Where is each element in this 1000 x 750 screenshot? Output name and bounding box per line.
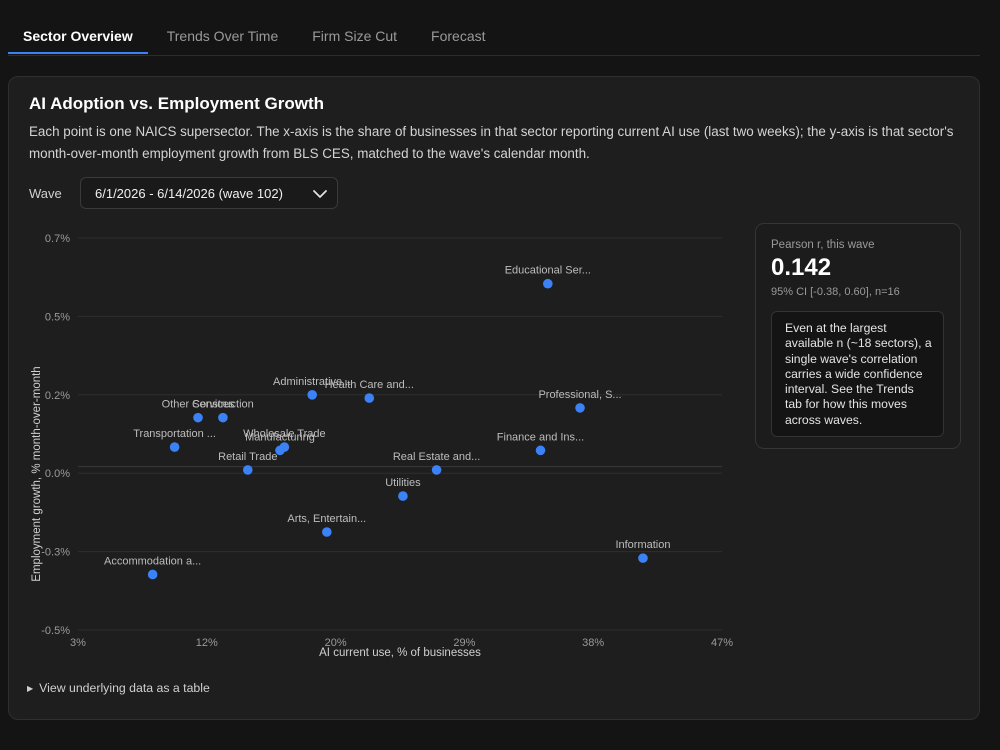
- y-tick-label: -0.5%: [41, 625, 70, 637]
- x-axis-title: AI current use, % of businesses: [319, 647, 481, 659]
- data-point: [543, 278, 553, 289]
- data-point-label: Information: [615, 539, 670, 551]
- data-point: [575, 403, 585, 413]
- data-point-label: Arts, Entertain...: [287, 513, 366, 525]
- tab-firm-size-cut[interactable]: Firm Size Cut: [312, 28, 398, 44]
- data-point-label: Health Care and...: [325, 379, 414, 391]
- data-point-label: Manufacturing: [245, 431, 315, 443]
- triangle-right-icon: ▶: [27, 684, 34, 693]
- data-point: [242, 465, 253, 475]
- data-point: [431, 465, 442, 475]
- y-tick-label: 0.7%: [45, 233, 70, 245]
- x-tick-label: 29%: [453, 637, 475, 649]
- tab-forecast[interactable]: Forecast: [431, 28, 486, 44]
- wave-selected-value: 6/1/2026 - 6/14/2026 (wave 102): [95, 186, 283, 201]
- card-title: AI Adoption vs. Employment Growth: [29, 94, 324, 113]
- data-point-label: Construction: [192, 399, 254, 411]
- correlation-value: 0.142: [771, 254, 832, 281]
- data-point: [364, 393, 375, 403]
- x-tick-label: 38%: [582, 637, 604, 649]
- x-tick-label: 47%: [711, 637, 733, 649]
- data-point-label: Professional, S...: [538, 389, 621, 401]
- card-description: Each point is one NAICS supersector. The…: [29, 124, 954, 161]
- wave-label: Wave: [29, 186, 62, 201]
- chart-card: AI Adoption vs. Employment Growth Each p…: [8, 76, 980, 720]
- tab-bar: Sector Overview Trends Over Time Firm Si…: [8, 18, 980, 56]
- y-tick-label: 0.5%: [45, 311, 70, 323]
- tab-sector-overview[interactable]: Sector Overview: [8, 18, 148, 54]
- data-point-label: Finance and Ins...: [497, 431, 584, 443]
- data-point: [169, 442, 180, 452]
- data-point-label: Other Services: [162, 399, 235, 411]
- y-tick-label: -0.3%: [41, 547, 70, 559]
- data-point-label: Accommodation a...: [104, 555, 201, 567]
- data-point: [398, 491, 408, 501]
- correlation-label: Pearson r, this wave: [771, 239, 875, 251]
- data-point: [638, 553, 648, 563]
- data-point-label: Utilities: [385, 477, 421, 489]
- data-point: [322, 527, 332, 537]
- y-tick-label: 0.2%: [45, 390, 70, 402]
- correlation-panel: Pearson r, this wave 0.142 95% CI [-0.38…: [755, 223, 961, 449]
- chevron-down-icon: [313, 190, 327, 198]
- data-point-label: Retail Trade: [218, 451, 277, 463]
- data-point: [147, 569, 158, 580]
- y-tick-label: 0.0%: [45, 468, 70, 480]
- data-point-label: Wholesale Trade: [243, 428, 326, 440]
- x-tick-label: 12%: [196, 637, 218, 649]
- data-point-label: Real Estate and...: [393, 451, 480, 463]
- data-point: [275, 445, 285, 456]
- view-table-toggle[interactable]: ▶ View underlying data as a table: [27, 681, 210, 695]
- x-tick-label: 3%: [70, 637, 86, 649]
- data-point: [218, 412, 228, 423]
- data-point: [193, 412, 203, 423]
- wave-select[interactable]: 6/1/2026 - 6/14/2026 (wave 102): [80, 177, 338, 209]
- view-table-label: View underlying data as a table: [39, 681, 210, 695]
- y-axis-title: Employment growth, % month-over-month: [31, 366, 43, 581]
- scatter-chart: 0.7% 0.5% 0.2% 0.0% -0.3% -0.5%3% 12% 20% 29% 38%…: [31, 233, 733, 659]
- data-point: [307, 390, 317, 400]
- tab-trends-over-time[interactable]: Trends Over Time: [166, 28, 279, 44]
- data-point-label: Educational Ser...: [505, 265, 591, 277]
- data-point-label: Transportation ...: [133, 428, 216, 440]
- data-point-label: Administrative...: [273, 376, 351, 388]
- correlation-note: Even at the largest available n (~18 sec…: [771, 311, 944, 437]
- confidence-interval: 95% CI [-0.38, 0.60], n=16: [771, 286, 900, 298]
- x-tick-label: 20%: [325, 637, 347, 649]
- data-point: [535, 445, 546, 456]
